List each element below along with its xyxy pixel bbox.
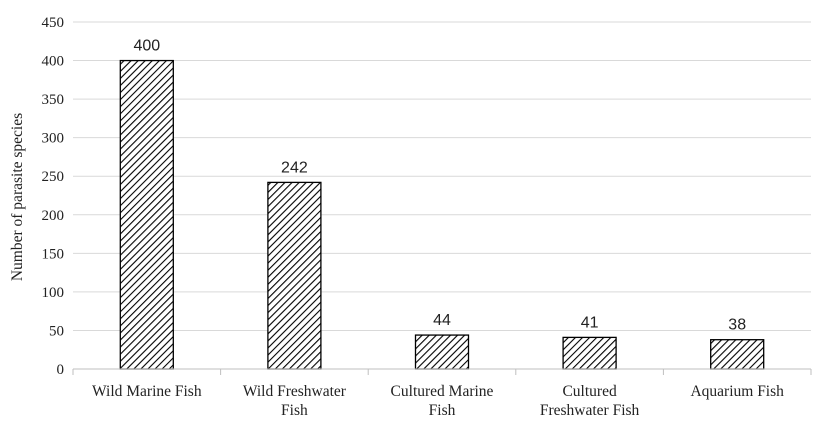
gridlines [73, 21, 811, 331]
x-category-label: Freshwater Fish [540, 402, 640, 419]
y-tick-label: 350 [42, 92, 65, 108]
y-axis-ticks: 0 50 100 150 200 250 300 350 400 450 [42, 15, 65, 378]
x-category-label: Wild Freshwater [243, 383, 347, 400]
x-category-label: Fish [281, 402, 308, 419]
data-labels: 400 242 44 41 38 [133, 38, 746, 334]
y-tick-label: 450 [42, 15, 65, 31]
bar [414, 334, 470, 370]
y-tick-label: 250 [42, 169, 65, 185]
x-category-label: Aquarium Fish [690, 383, 784, 400]
data-label: 41 [581, 314, 599, 331]
x-category-label: Fish [429, 402, 456, 419]
bars [119, 59, 765, 370]
y-axis-title: Number of parasite species [9, 113, 26, 281]
data-label: 38 [728, 317, 746, 334]
x-category-label: Cultured Marine [391, 383, 494, 400]
x-category-label: Wild Marine Fish [92, 383, 202, 400]
data-label: 400 [133, 38, 160, 55]
data-label: 242 [281, 159, 308, 176]
bar [119, 59, 174, 370]
x-axis [72, 368, 812, 375]
bar [562, 336, 617, 370]
bar [710, 339, 765, 370]
y-tick-label: 100 [42, 285, 65, 301]
y-tick-label: 150 [42, 246, 65, 262]
data-label: 44 [433, 312, 451, 329]
x-category-label: Cultured [562, 383, 616, 400]
y-tick-label: 400 [42, 54, 65, 70]
y-tick-label: 50 [49, 323, 64, 339]
category-labels: Wild Marine Fish Wild Freshwater Fish Cultu… [92, 383, 784, 419]
bar [267, 181, 322, 370]
y-tick-label: 300 [42, 131, 65, 147]
y-tick-label: 0 [57, 362, 65, 378]
y-tick-label: 200 [42, 208, 65, 224]
